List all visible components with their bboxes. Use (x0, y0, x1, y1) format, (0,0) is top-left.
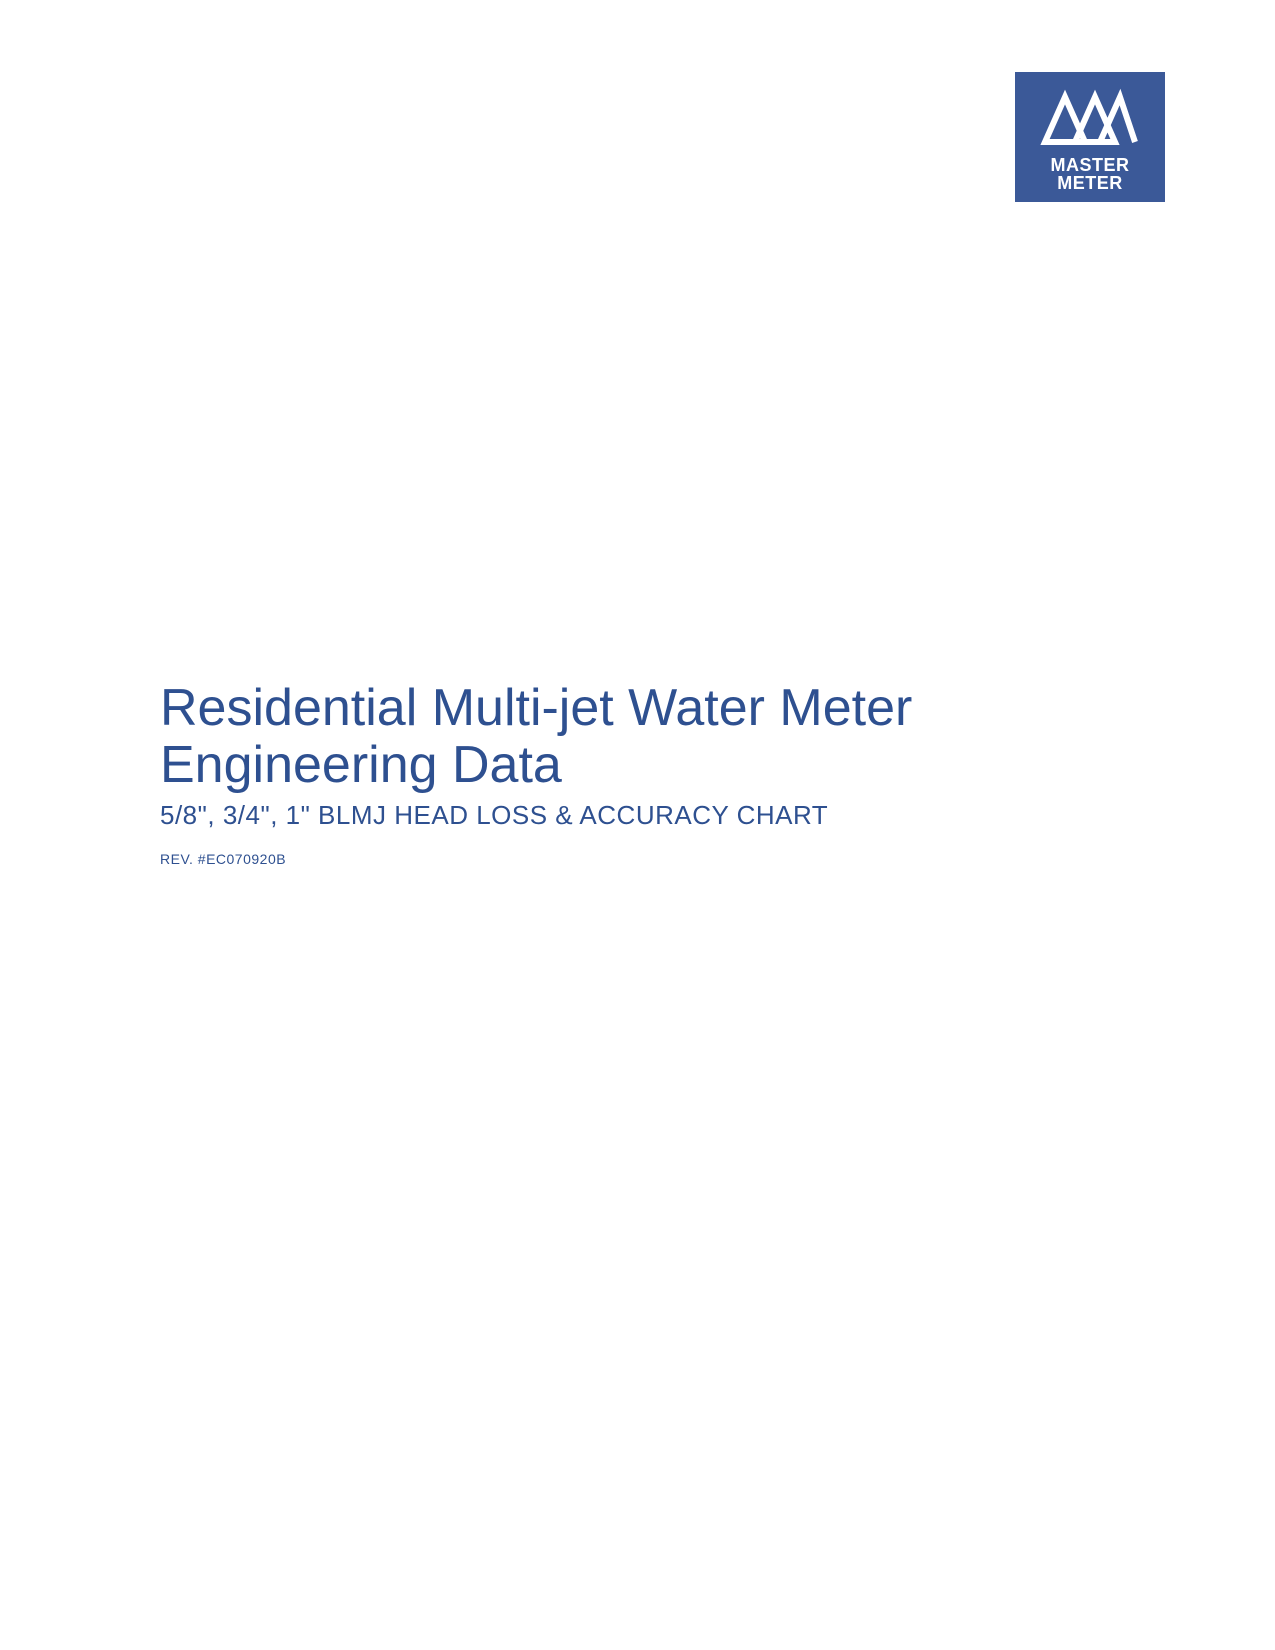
document-title: Residential Multi-jet Water Meter Engine… (160, 680, 1165, 794)
document-subtitle: 5/8", 3/4", 1" BLMJ HEAD LOSS & ACCURACY… (160, 800, 1165, 831)
title-line2: Engineering Data (160, 737, 1165, 794)
document-revision: REV. #EC070920B (160, 851, 1165, 867)
company-logo: MASTER METER (1015, 72, 1165, 202)
logo-icon (1040, 82, 1140, 152)
title-line1: Residential Multi-jet Water Meter (160, 680, 1165, 737)
logo-text: MASTER METER (1051, 156, 1130, 192)
logo-text-line1: MASTER (1051, 156, 1130, 174)
logo-text-line2: METER (1051, 174, 1130, 192)
document-content: Residential Multi-jet Water Meter Engine… (160, 680, 1165, 867)
